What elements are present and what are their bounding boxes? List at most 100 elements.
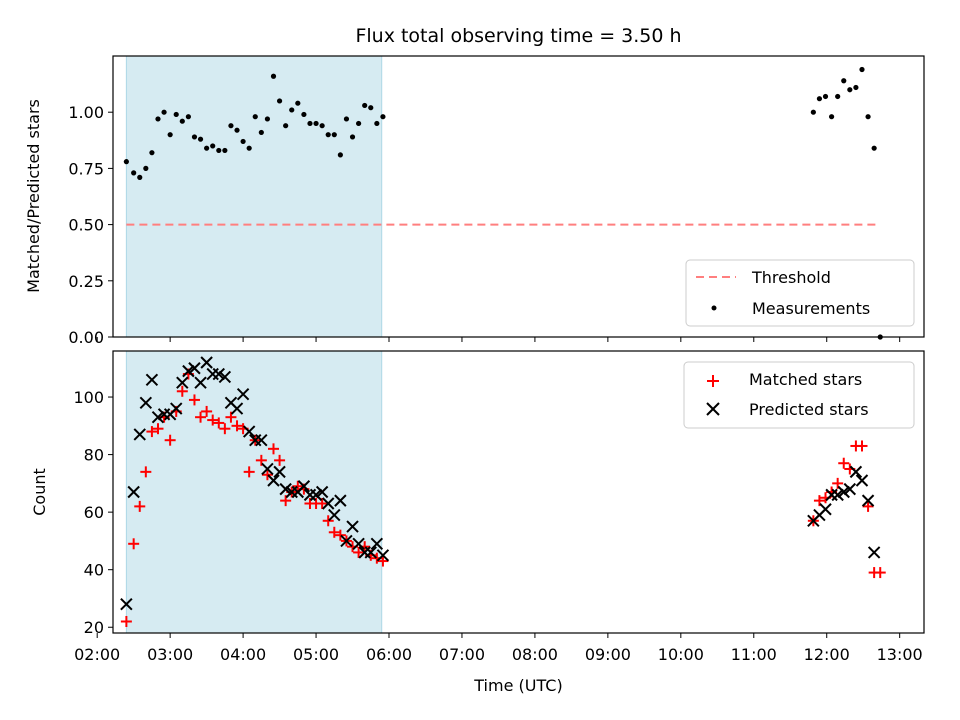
predicted-star-point <box>855 474 869 487</box>
measurement-point <box>270 73 277 79</box>
legend-threshold-label: Threshold <box>751 268 831 287</box>
measurement-point <box>835 93 841 100</box>
legend-matched-swatch <box>707 375 719 387</box>
predicted-star-point <box>352 537 365 551</box>
predicted-star-point <box>133 428 146 441</box>
predicted-star-point <box>376 549 390 562</box>
measurement-point <box>228 123 234 129</box>
measurement-point <box>374 120 380 127</box>
measurement-point <box>349 134 356 140</box>
matched-points <box>120 368 886 627</box>
measurement-point <box>123 159 129 165</box>
measurement-point <box>337 152 343 158</box>
x-tick-label: 10:00 <box>658 645 704 664</box>
legend-matched-label: Matched stars <box>749 370 862 389</box>
bottom-y-tick-label: 60 <box>84 503 104 522</box>
predicted-star-point <box>322 497 335 510</box>
measurement-point <box>204 145 210 151</box>
matched-star-point <box>195 411 207 423</box>
matched-star-point <box>832 477 844 489</box>
matched-star-point <box>243 466 255 478</box>
matched-star-point <box>152 423 164 435</box>
top-y-ticks: 0.00 0.25 0.50 0.75 1.00 <box>68 103 113 347</box>
bottom-y-tick-label: 40 <box>84 561 104 580</box>
predicted-star-point <box>297 480 311 493</box>
measurement-point <box>841 78 847 84</box>
measurement-point <box>859 66 865 73</box>
measurement-point <box>810 109 816 115</box>
predicted-star-point <box>145 373 159 386</box>
measurement-point <box>252 114 258 120</box>
measurement-point <box>368 105 374 111</box>
measurement-point <box>210 143 216 149</box>
measurement-point <box>167 132 173 138</box>
predicted-star-point <box>364 546 377 559</box>
predicted-star-point <box>867 546 881 559</box>
x-axis-label: Time (UTC) <box>473 676 562 695</box>
bottom-legend: Matched stars Predicted stars <box>683 361 915 429</box>
predicted-star-point <box>182 364 195 378</box>
predicted-star-point <box>127 485 140 499</box>
x-tick-label: 04:00 <box>220 645 266 664</box>
top-y-tick-label: 0.50 <box>68 216 104 235</box>
measurement-point <box>313 120 319 127</box>
x-tick-label: 03:00 <box>147 645 193 664</box>
predicted-star-point <box>120 598 133 611</box>
predicted-star-point <box>261 462 274 476</box>
legend-measurement-label: Measurements <box>752 299 870 318</box>
measurement-point <box>173 111 179 118</box>
top-y-axis-label: Matched/Predicted stars <box>24 99 43 293</box>
predicted-star-point <box>230 402 244 415</box>
bottom-y-ticks: 20 40 60 80 100 <box>73 388 113 637</box>
measurement-point <box>264 116 271 122</box>
top-axes-frame <box>112 55 925 338</box>
x-tick-label: 12:00 <box>804 645 850 664</box>
predicted-star-point <box>843 482 857 496</box>
x-tick-label: 06:00 <box>366 645 412 664</box>
legend-measurement-swatch <box>711 305 717 311</box>
matched-star-point <box>176 385 188 397</box>
x-tick-label: 11:00 <box>731 645 777 664</box>
top-panel: 0.00 0.25 0.50 0.75 1.00 Flux total observin… <box>24 25 925 347</box>
bottom-y-tick-label: 100 <box>73 388 104 407</box>
measurement-point <box>131 170 137 176</box>
measurement-point <box>137 174 143 180</box>
measurement-point <box>871 145 877 151</box>
matched-star-point <box>146 426 158 438</box>
matched-star-point <box>353 546 365 558</box>
top-shaded-region <box>125 55 383 338</box>
bottom-shaded-region <box>125 350 383 634</box>
measurement-point <box>185 114 191 120</box>
matched-star-point <box>862 500 874 512</box>
legend-predicted-label: Predicted stars <box>749 400 869 419</box>
matched-star-point <box>377 555 389 567</box>
matched-star-point <box>267 443 279 455</box>
matched-star-point <box>813 495 825 507</box>
predicted-star-point <box>200 356 213 369</box>
top-y-tick-label: 1.00 <box>68 103 104 122</box>
measurement-point <box>331 132 337 138</box>
measurement-point <box>847 87 853 93</box>
matched-star-point <box>292 480 304 492</box>
matched-star-point <box>322 515 334 527</box>
predicted-star-point <box>849 465 863 479</box>
predicted-star-point <box>170 402 183 415</box>
chart-title: Flux total observing time = 3.50 h <box>355 25 681 47</box>
matched-star-point <box>188 394 200 406</box>
measurement-point <box>319 123 325 129</box>
matched-star-point <box>280 495 292 507</box>
measurement-point <box>865 114 871 120</box>
top-x-ticks <box>96 337 901 342</box>
predicted-star-point <box>340 534 353 548</box>
x-tick-label: 09:00 <box>585 645 631 664</box>
predicted-star-point <box>334 494 347 507</box>
bottom-y-axis-label: Count <box>30 468 49 516</box>
matched-star-point <box>219 423 231 435</box>
matched-star-point <box>838 457 850 469</box>
measurement-point <box>295 100 301 106</box>
predicted-star-point <box>151 410 165 424</box>
matched-star-point <box>874 567 886 579</box>
predicted-star-point <box>139 396 153 410</box>
measurement-point <box>258 129 264 136</box>
matched-star-point <box>164 434 176 446</box>
